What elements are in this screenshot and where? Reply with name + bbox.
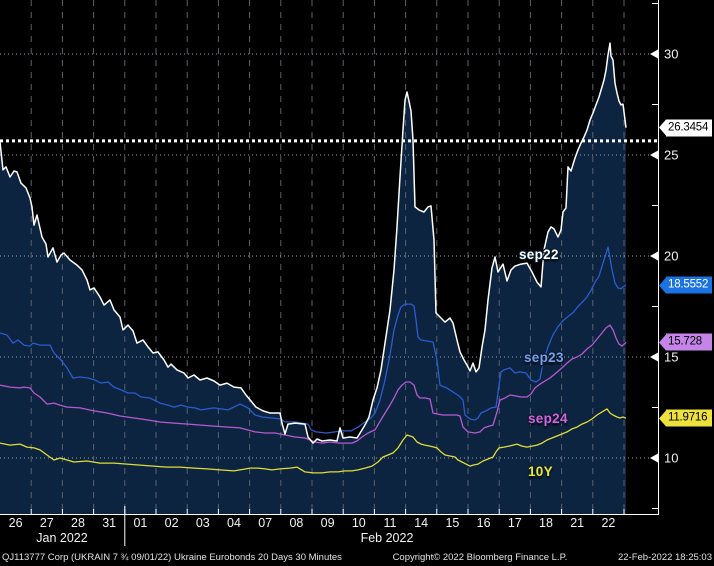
y-axis-major-tick-arrow <box>650 251 658 261</box>
series-line-10Y <box>0 408 627 474</box>
y-axis-major-tick-arrow <box>650 49 658 59</box>
footer-security-description: QJ113777 Corp (UKRAIN 7 ¾ 09/01/22) Ukra… <box>2 552 342 563</box>
series-line-sep24 <box>0 324 627 444</box>
y-axis-major-tick-arrow <box>650 352 658 362</box>
series-line-sep22 <box>0 42 627 444</box>
footer-bar: QJ113777 Corp (UKRAIN 7 ¾ 09/01/22) Ukra… <box>0 549 714 566</box>
y-axis-major-tick-arrow <box>650 150 658 160</box>
footer-timestamp: 22-Feb-2022 18:25:03 <box>617 552 713 563</box>
series-line-sep23 <box>0 246 627 434</box>
footer-copyright: Copyright© 2022 Bloomberg Finance L.P. <box>392 552 568 563</box>
y-axis-major-tick-arrow <box>650 453 658 463</box>
